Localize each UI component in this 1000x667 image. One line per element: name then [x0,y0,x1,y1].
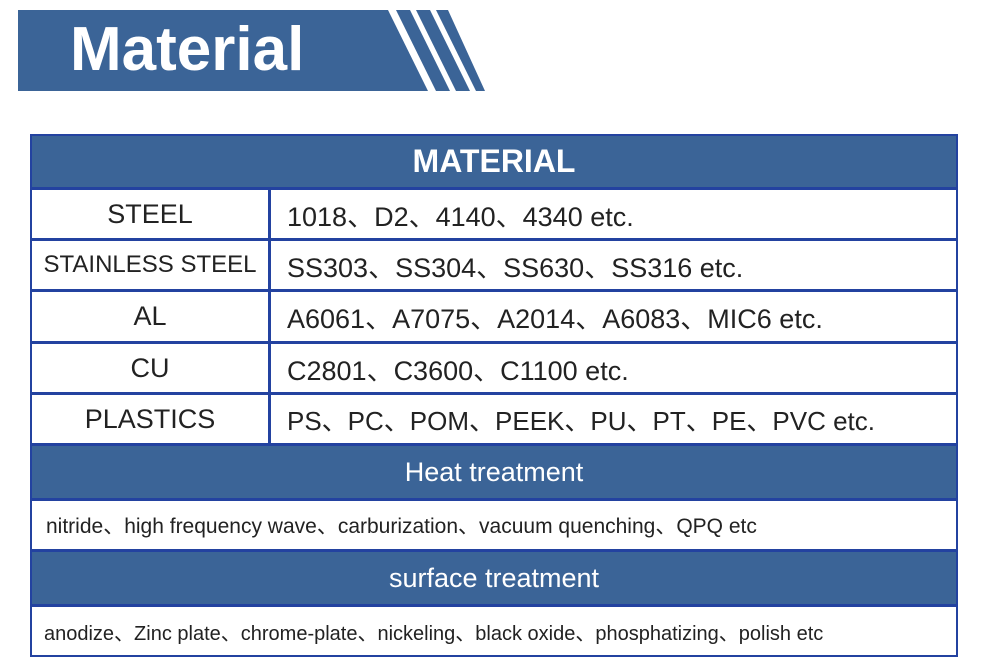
table-row: CU C2801、C3600、C1100 etc. [32,344,956,392]
table-row: PLASTICS PS、PC、POM、PEEK、PU、PT、PE、PVC etc… [32,395,956,443]
row-value: A6061、A7075、A2014、A6083、MIC6 etc. [271,292,956,341]
page-title: Material [70,15,305,84]
row-label: CU [32,344,268,392]
row-value: SS303、SS304、SS630、SS316 etc. [271,241,956,289]
row-label: AL [32,292,268,341]
row-value: 1018、D2、4140、4340 etc. [271,190,956,238]
row-label: STEEL [32,190,268,238]
surface-treatment-value: anodize、Zinc plate、chrome-plate、nickelin… [32,607,956,655]
table-row: STEEL 1018、D2、4140、4340 etc. [32,190,956,238]
table-row: STAINLESS STEEL SS303、SS304、SS630、SS316 … [32,241,956,289]
row-value: PS、PC、POM、PEEK、PU、PT、PE、PVC etc. [271,395,956,443]
title-banner: Material [18,10,485,91]
banner-stripes-icon [18,10,485,91]
row-label: STAINLESS STEEL [32,241,268,289]
heat-treatment-value: nitride、high frequency wave、carburizatio… [32,501,956,549]
material-table: MATERIAL STEEL 1018、D2、4140、4340 etc. ST… [30,134,958,657]
surface-treatment-header: surface treatment [32,552,956,604]
material-header: MATERIAL [32,136,956,187]
table-row: AL A6061、A7075、A2014、A6083、MIC6 etc. [32,292,956,341]
row-label: PLASTICS [32,395,268,443]
heat-treatment-header: Heat treatment [32,446,956,498]
row-value: C2801、C3600、C1100 etc. [271,344,956,392]
